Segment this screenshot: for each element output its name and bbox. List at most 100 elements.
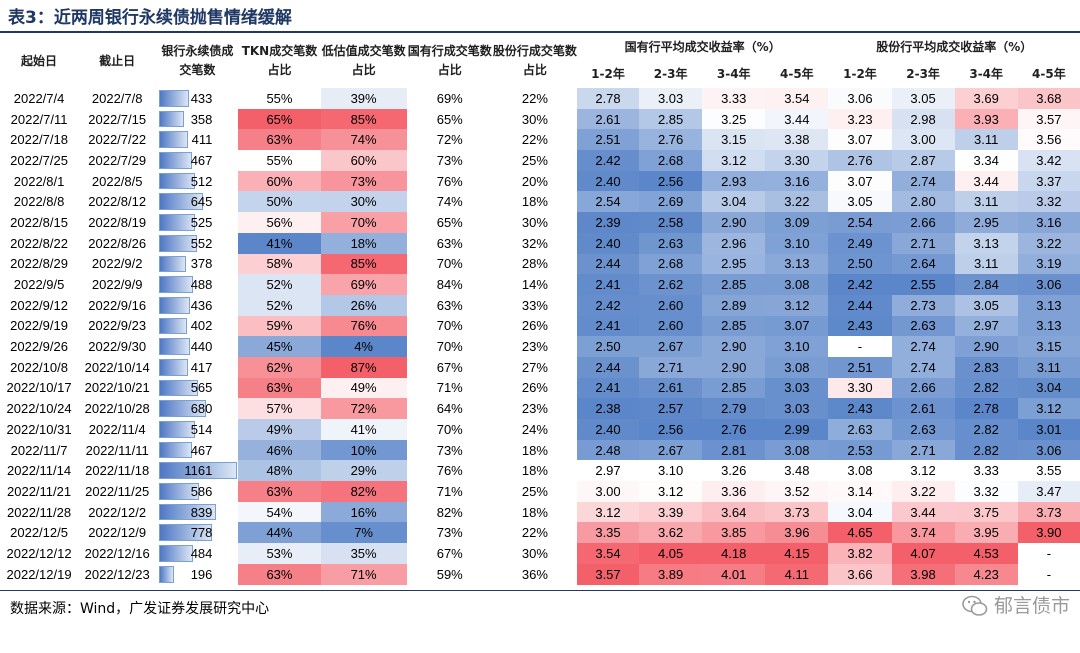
table-row: 2022/11/21 2022/11/25 586 63% 82% 71% 25% 3.00 3… bbox=[0, 481, 1080, 502]
joint-yield-cell: 2.73 bbox=[891, 294, 955, 316]
count-cell: 778 bbox=[156, 522, 238, 543]
start-date-cell: 2022/8/1 bbox=[13, 173, 65, 189]
joint-yield-cell: 3.00 bbox=[891, 129, 955, 151]
tkn-cell: 44% bbox=[238, 522, 321, 544]
joint-yield-cell: 3.73 bbox=[1017, 501, 1080, 523]
low-valuation-cell: 85% bbox=[320, 253, 407, 275]
tkn-cell: 62% bbox=[238, 356, 321, 378]
state-yield-cell: 4.05 bbox=[639, 543, 703, 564]
table-row: 2022/7/25 2022/7/29 467 55% 60% 73% 25% 2.42 2.6… bbox=[0, 150, 1080, 171]
count-databar bbox=[159, 400, 207, 417]
col-header-tkn: TKN成交笔数占比 bbox=[238, 34, 321, 88]
joint-yield-cell: 2.63 bbox=[891, 315, 955, 337]
count-cell: 402 bbox=[156, 316, 238, 337]
col-header-joint-stock-bank: 股份行成交笔数占比 bbox=[492, 34, 577, 88]
count-databar bbox=[159, 421, 196, 438]
count-cell: 680 bbox=[156, 398, 238, 419]
state-yield-cell: 3.38 bbox=[765, 129, 829, 151]
col-header-count: 银行永续债成交笔数 bbox=[156, 34, 239, 88]
count-databar bbox=[159, 565, 175, 583]
low-valuation-cell: 7% bbox=[320, 522, 407, 544]
state-yield-cell: 2.40 bbox=[576, 170, 640, 192]
state-yield-cell: 4.15 bbox=[765, 543, 829, 564]
tkn-cell: 49% bbox=[238, 419, 321, 440]
count-databar bbox=[159, 276, 194, 293]
count-databar bbox=[159, 172, 196, 190]
joint-yield-cell: 3.98 bbox=[891, 563, 955, 585]
table-row: 2022/7/4 2022/7/8 433 55% 39% 69% 22% 2.78 3.03 3… bbox=[0, 88, 1080, 109]
state-yield-cell: 2.57 bbox=[639, 398, 703, 419]
start-date-cell: 2022/8/15 bbox=[10, 214, 68, 230]
joint-yield-cell: 3.95 bbox=[954, 522, 1018, 544]
count-cell: 467 bbox=[156, 150, 238, 171]
count-value: 378 bbox=[190, 256, 213, 272]
joint-yield-cell: 3.13 bbox=[1017, 294, 1080, 316]
joint-yield-cell: 2.95 bbox=[954, 212, 1018, 233]
joint-yield-cell: 3.42 bbox=[1017, 150, 1080, 171]
state-yield-cell: 2.62 bbox=[639, 274, 703, 295]
state-yield-cell: 2.42 bbox=[576, 294, 640, 316]
tkn-cell: 57% bbox=[238, 398, 321, 419]
end-date-cell: 2022/7/8 bbox=[91, 90, 143, 106]
joint-yield-cell: 3.16 bbox=[1017, 212, 1080, 233]
state-yield-cell: 3.33 bbox=[702, 88, 766, 109]
count-cell: 514 bbox=[156, 419, 238, 440]
count-value: 586 bbox=[190, 483, 213, 499]
joint-yield-cell: 4.23 bbox=[954, 563, 1018, 585]
state-bank-share-cell: 67% bbox=[436, 359, 463, 375]
tkn-cell: 48% bbox=[238, 460, 321, 482]
tkn-cell: 65% bbox=[238, 108, 321, 130]
state-yield-cell: 3.44 bbox=[765, 108, 829, 130]
tkn-cell: 58% bbox=[238, 253, 321, 275]
joint-yield-cell: 2.74 bbox=[891, 336, 955, 357]
joint-yield-cell: 2.82 bbox=[954, 377, 1018, 399]
count-databar bbox=[159, 110, 185, 128]
joint-yield-cell: 3.90 bbox=[1017, 522, 1080, 544]
joint-yield-cell: 2.76 bbox=[828, 150, 892, 171]
state-yield-cell: 2.39 bbox=[576, 212, 640, 233]
state-yield-cell: 3.73 bbox=[765, 501, 829, 523]
joint-yield-cell: 2.42 bbox=[828, 274, 892, 295]
joint-yield-cell: 3.33 bbox=[954, 460, 1018, 482]
start-date-cell: 2022/7/18 bbox=[10, 132, 68, 148]
joint-yield-cell: 3.05 bbox=[828, 191, 892, 213]
state-yield-cell: 2.50 bbox=[576, 336, 640, 357]
low-valuation-cell: 82% bbox=[320, 481, 407, 502]
count-cell: 488 bbox=[156, 274, 238, 295]
joint-yield-cell: 3.69 bbox=[954, 88, 1018, 109]
state-yield-cell: 3.15 bbox=[702, 129, 766, 151]
joint-bank-share-cell: 30% bbox=[521, 214, 548, 230]
joint-yield-cell: 3.19 bbox=[1017, 253, 1080, 275]
term-header: 2-3年 bbox=[891, 59, 955, 88]
state-bank-share-cell: 76% bbox=[436, 173, 463, 189]
state-yield-cell: 2.68 bbox=[639, 150, 703, 171]
term-header: 4-5年 bbox=[1017, 59, 1080, 88]
end-date-cell: 2022/11/18 bbox=[85, 463, 150, 479]
wechat-icon bbox=[962, 595, 988, 616]
state-yield-cell: 2.41 bbox=[576, 274, 640, 295]
title-divider bbox=[0, 31, 1080, 33]
state-yield-cell: 2.90 bbox=[702, 336, 766, 357]
tkn-cell: 55% bbox=[238, 150, 321, 171]
joint-yield-cell: 2.97 bbox=[954, 315, 1018, 337]
end-date-cell: 2022/9/2 bbox=[91, 256, 143, 272]
tkn-cell: 63% bbox=[238, 481, 321, 502]
end-date-cell: 2022/9/23 bbox=[88, 318, 147, 334]
joint-yield-cell: 2.74 bbox=[891, 356, 955, 378]
low-valuation-cell: 69% bbox=[320, 274, 407, 295]
state-yield-cell: 2.48 bbox=[576, 439, 640, 461]
state-yield-cell: 2.96 bbox=[702, 232, 766, 254]
tkn-cell: 59% bbox=[238, 315, 321, 337]
start-date-cell: 2022/11/21 bbox=[7, 483, 72, 499]
start-date-cell: 2022/9/5 bbox=[13, 277, 65, 293]
joint-yield-cell: 2.80 bbox=[891, 191, 955, 213]
start-date-cell: 2022/10/8 bbox=[10, 359, 68, 375]
joint-yield-cell: 3.23 bbox=[828, 108, 892, 130]
low-valuation-cell: 30% bbox=[320, 191, 407, 213]
joint-yield-cell: 2.90 bbox=[954, 336, 1018, 357]
start-date-cell: 2022/8/8 bbox=[13, 194, 65, 210]
table-row: 2022/12/12 2022/12/16 484 53% 35% 67% 30% 3.54 4… bbox=[0, 543, 1080, 564]
joint-yield-cell: 3.11 bbox=[954, 253, 1018, 275]
start-date-cell: 2022/9/19 bbox=[10, 318, 68, 334]
tkn-cell: 53% bbox=[238, 543, 321, 564]
